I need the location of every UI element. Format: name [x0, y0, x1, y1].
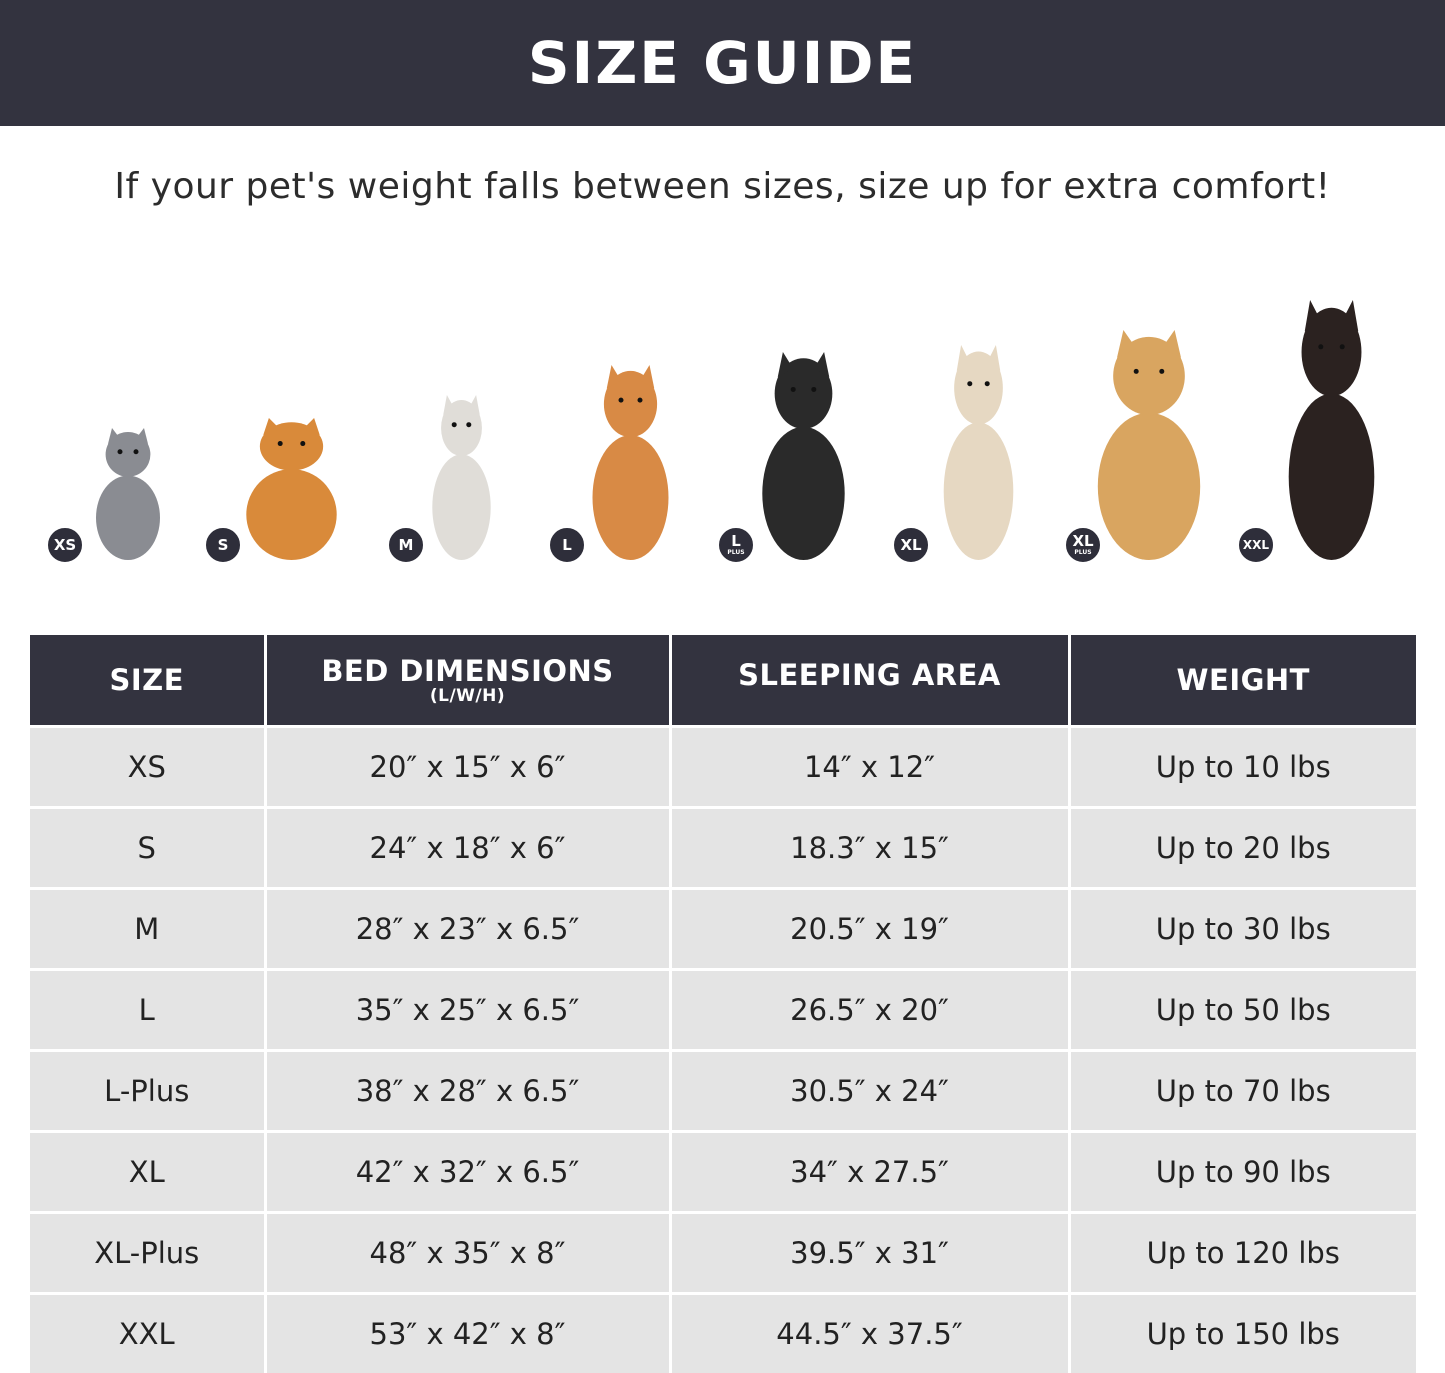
size-badge-label: M	[399, 538, 414, 553]
size-badge-sub: PLUS	[1074, 550, 1091, 556]
doberman-image	[1278, 300, 1385, 560]
page-title: SIZE GUIDE	[528, 29, 917, 97]
cell-bed-dimensions: 42″ x 32″ x 6.5″	[265, 1132, 670, 1213]
cell-size: M	[30, 889, 265, 970]
cell-size: L	[30, 970, 265, 1051]
cell-bed-dimensions: 28″ x 23″ x 6.5″	[265, 889, 670, 970]
cell-size: XXL	[30, 1294, 265, 1373]
size-badge-label: XL	[900, 538, 921, 553]
size-badge: XL	[893, 527, 929, 563]
cell-bed-dimensions: 38″ x 28″ x 6.5″	[265, 1051, 670, 1132]
cell-sleeping-area: 44.5″ x 37.5″	[670, 1294, 1069, 1373]
border-collie-image	[752, 352, 855, 560]
size-badge: M	[388, 527, 424, 563]
header-bed-dimensions-label: BED DIMENSIONS	[321, 654, 613, 688]
header-size: SIZE	[30, 635, 265, 727]
cell-size: L-Plus	[30, 1051, 265, 1132]
cell-bed-dimensions: 35″ x 25″ x 6.5″	[265, 970, 670, 1051]
size-badge-label: L	[562, 538, 572, 553]
cell-weight: Up to 70 lbs	[1069, 1051, 1416, 1132]
size-table: SIZE BED DIMENSIONS(L/W/H) SLEEPING AREA…	[30, 635, 1416, 1373]
size-badge: XXL	[1238, 527, 1274, 563]
cell-sleeping-area: 20.5″ x 19″	[670, 889, 1069, 970]
cell-weight: Up to 120 lbs	[1069, 1213, 1416, 1294]
header-weight: WEIGHT	[1069, 635, 1416, 727]
cell-weight: Up to 50 lbs	[1069, 970, 1416, 1051]
cell-sleeping-area: 34″ x 27.5″	[670, 1132, 1069, 1213]
size-badge-label: S	[218, 538, 229, 553]
cell-weight: Up to 30 lbs	[1069, 889, 1416, 970]
golden-retriever-image	[1085, 330, 1213, 560]
cell-sleeping-area: 30.5″ x 24″	[670, 1051, 1069, 1132]
cell-sleeping-area: 39.5″ x 31″	[670, 1213, 1069, 1294]
cell-size: S	[30, 808, 265, 889]
french-bulldog-image	[425, 395, 498, 560]
cell-bed-dimensions: 48″ x 35″ x 8″	[265, 1213, 670, 1294]
sizing-tip: If your pet's weight falls between sizes…	[0, 166, 1445, 207]
cell-bed-dimensions: 24″ x 18″ x 6″	[265, 808, 670, 889]
shiba-inu-image	[583, 365, 678, 560]
cell-size: XL-Plus	[30, 1213, 265, 1294]
cell-bed-dimensions: 20″ x 15″ x 6″	[265, 727, 670, 808]
cell-weight: Up to 10 lbs	[1069, 727, 1416, 808]
size-badge-label: XS	[54, 538, 76, 553]
size-badge: XS	[47, 527, 83, 563]
cell-weight: Up to 150 lbs	[1069, 1294, 1416, 1373]
cell-size: XL	[30, 1132, 265, 1213]
cell-weight: Up to 90 lbs	[1069, 1132, 1416, 1213]
header-bed-dimensions: BED DIMENSIONS(L/W/H)	[265, 635, 670, 727]
size-badge: S	[205, 527, 241, 563]
labrador-image	[935, 345, 1022, 560]
cell-sleeping-area: 18.3″ x 15″	[670, 808, 1069, 889]
cell-size: XS	[30, 727, 265, 808]
size-badge-label: XXL	[1243, 539, 1269, 551]
cat-image	[88, 428, 168, 560]
table-header-row: SIZE BED DIMENSIONS(L/W/H) SLEEPING AREA…	[30, 635, 1416, 727]
cell-bed-dimensions: 53″ x 42″ x 8″	[265, 1294, 670, 1373]
size-badge-sub: PLUS	[727, 550, 744, 556]
header-bed-dimensions-sub: (L/W/H)	[267, 686, 669, 706]
size-badge: L	[549, 527, 585, 563]
cell-weight: Up to 20 lbs	[1069, 808, 1416, 889]
title-banner: SIZE GUIDE	[0, 0, 1445, 126]
size-badge-label: L	[731, 534, 741, 549]
pomeranian-image	[235, 418, 348, 560]
size-badge-label: XL	[1072, 534, 1093, 549]
cell-sleeping-area: 26.5″ x 20″	[670, 970, 1069, 1051]
header-sleeping-area: SLEEPING AREA	[670, 635, 1069, 727]
cell-sleeping-area: 14″ x 12″	[670, 727, 1069, 808]
